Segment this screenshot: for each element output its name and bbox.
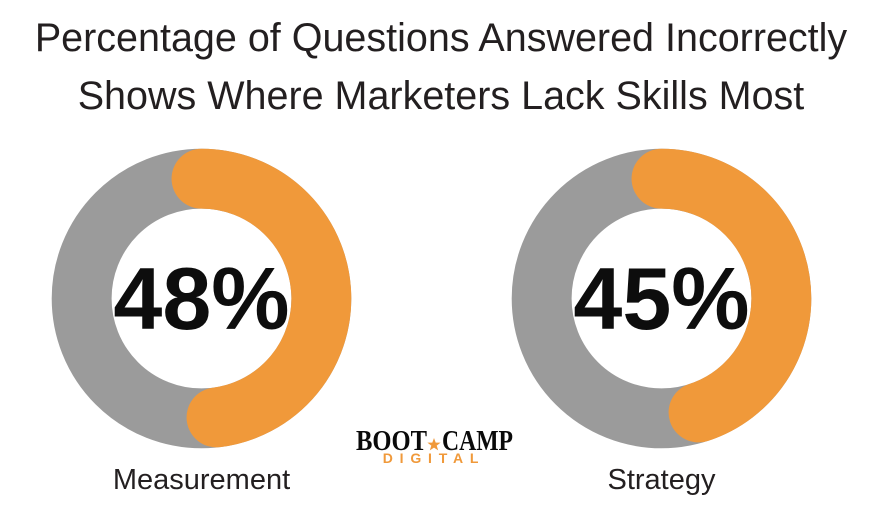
svg-text:DIGITAL: DIGITAL [383, 450, 486, 466]
